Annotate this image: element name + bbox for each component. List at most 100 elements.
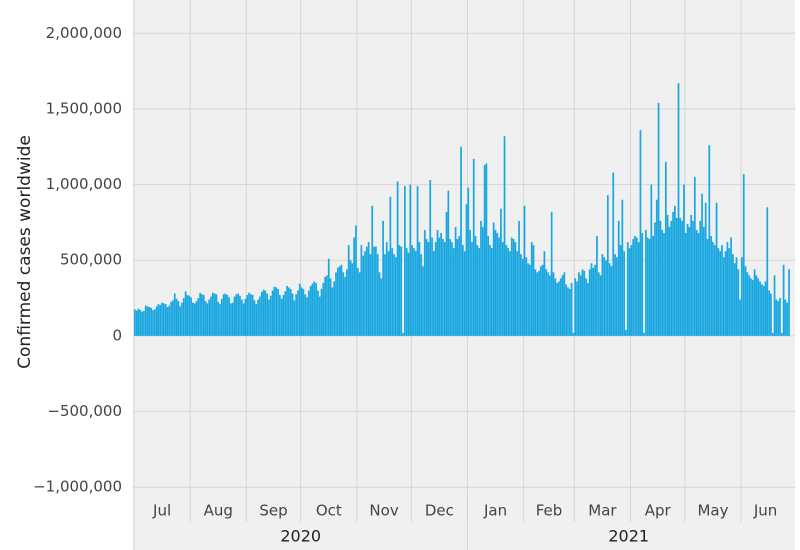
bar xyxy=(418,242,421,336)
bar xyxy=(501,242,504,336)
bar xyxy=(693,177,696,336)
bar xyxy=(605,260,607,336)
bar xyxy=(400,246,403,336)
bar xyxy=(331,287,334,336)
bar xyxy=(635,237,638,336)
bar xyxy=(490,248,493,336)
bar xyxy=(240,299,243,336)
bar xyxy=(365,246,368,336)
bar xyxy=(304,294,307,336)
bar xyxy=(405,248,408,336)
bar xyxy=(179,306,182,336)
bar xyxy=(289,288,292,336)
bar xyxy=(394,257,397,336)
bar xyxy=(608,263,611,336)
bar xyxy=(416,186,419,336)
bar xyxy=(632,239,635,336)
bar xyxy=(333,281,336,336)
bar xyxy=(456,239,459,336)
bar xyxy=(387,251,390,336)
bar xyxy=(619,245,622,336)
bar xyxy=(217,301,220,336)
bar xyxy=(356,267,359,336)
bar xyxy=(278,295,281,336)
bar xyxy=(170,301,172,336)
bar xyxy=(654,222,656,336)
bar xyxy=(181,302,183,336)
bar xyxy=(298,283,301,336)
bar xyxy=(674,205,676,336)
bar xyxy=(721,245,723,336)
bar xyxy=(355,225,357,336)
bar xyxy=(612,172,615,336)
x-tick-label: Sep xyxy=(259,502,287,520)
bar xyxy=(634,236,636,336)
bar xyxy=(188,295,191,336)
bar xyxy=(458,236,461,336)
bar xyxy=(534,269,537,336)
bar xyxy=(697,233,700,336)
bar xyxy=(764,281,767,336)
bar xyxy=(134,309,136,336)
bar xyxy=(173,293,176,336)
bar xyxy=(487,236,490,336)
bar xyxy=(706,239,709,336)
bar xyxy=(440,233,442,336)
bar xyxy=(699,220,702,336)
bar xyxy=(141,311,143,336)
bar xyxy=(322,282,325,336)
x-tick-label: Oct xyxy=(316,502,342,520)
bar xyxy=(771,332,774,336)
bar xyxy=(732,254,734,336)
bar xyxy=(554,278,557,336)
bar xyxy=(650,184,653,336)
bar xyxy=(500,208,502,336)
bar xyxy=(713,245,716,336)
x-tick-label: Nov xyxy=(369,502,398,520)
bar xyxy=(590,263,593,336)
bar xyxy=(766,207,769,336)
bar xyxy=(282,295,285,336)
bar xyxy=(204,301,207,336)
bar xyxy=(311,283,314,336)
y-tick-label: 0 xyxy=(112,326,122,344)
bar xyxy=(641,233,644,336)
y-tick-label: −500,000 xyxy=(47,402,122,420)
bar xyxy=(407,252,410,336)
bar xyxy=(445,211,448,336)
bar xyxy=(396,181,399,336)
bar xyxy=(239,295,241,336)
bar xyxy=(775,299,778,336)
bar xyxy=(710,236,712,336)
bar xyxy=(295,294,298,336)
bar xyxy=(344,276,346,336)
y-tick-label: 500,000 xyxy=(60,251,122,269)
year-band xyxy=(133,522,795,550)
bar xyxy=(686,223,689,336)
bar xyxy=(688,226,691,336)
bar xyxy=(364,251,366,336)
bar xyxy=(307,290,310,336)
bar xyxy=(530,242,533,336)
bar xyxy=(529,264,531,336)
bar xyxy=(336,267,339,336)
bar xyxy=(652,236,654,336)
bar xyxy=(273,286,276,336)
bar xyxy=(476,245,479,336)
bar xyxy=(409,184,412,336)
bar xyxy=(199,292,201,336)
bar xyxy=(242,303,245,336)
bar xyxy=(583,270,586,336)
bar xyxy=(302,288,305,336)
bar xyxy=(556,282,558,336)
bar xyxy=(404,186,406,336)
bar xyxy=(741,257,743,336)
bar xyxy=(692,220,694,336)
bar xyxy=(637,242,640,336)
bar xyxy=(175,298,178,336)
bar xyxy=(208,299,211,336)
bar xyxy=(481,226,484,336)
bar xyxy=(724,251,727,336)
bar xyxy=(751,279,754,336)
